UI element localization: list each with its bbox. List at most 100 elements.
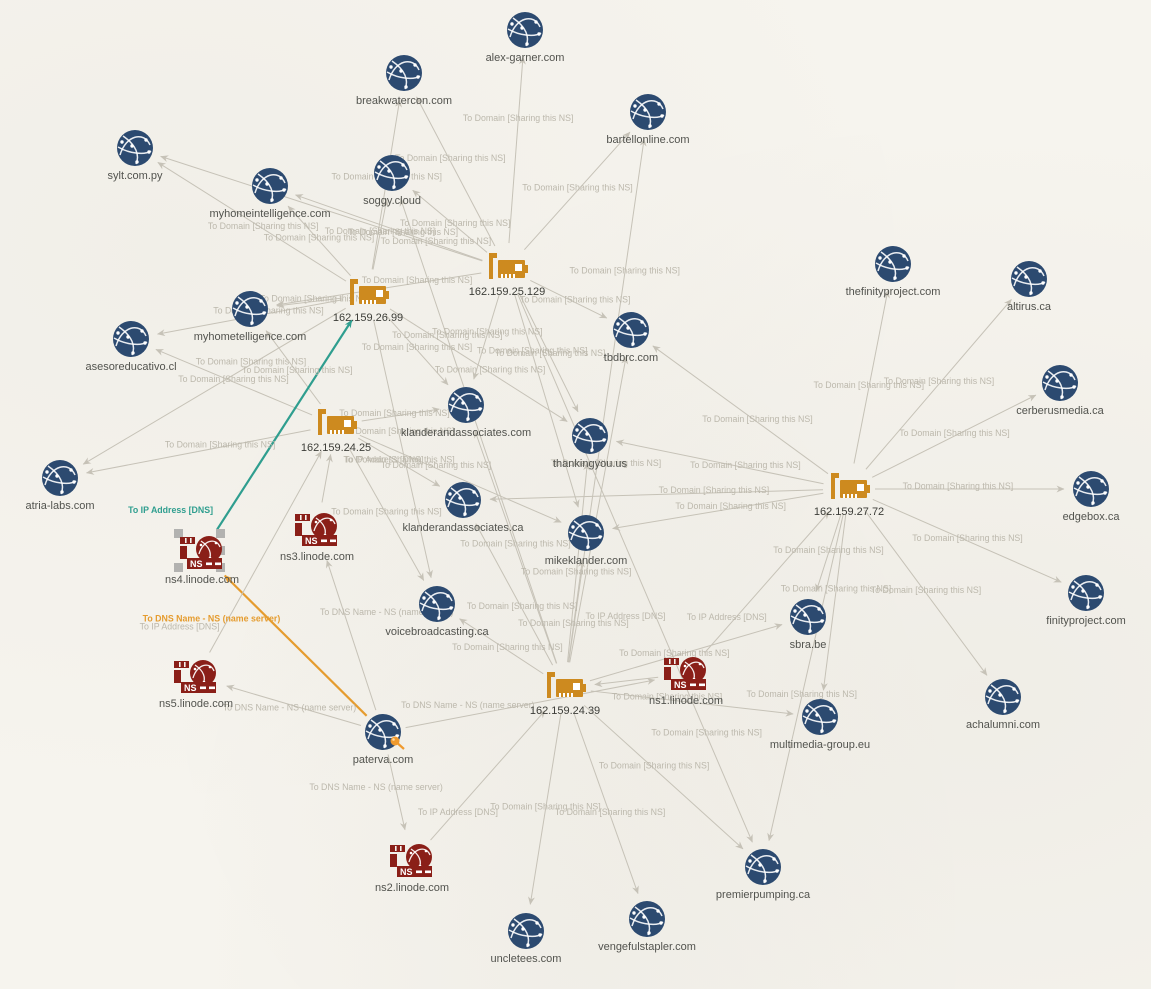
edge-162.159.25.129-to-premierpumping.ca[interactable] bbox=[516, 292, 753, 843]
node-klanderandassociates.ca[interactable]: klanderandassociates.ca bbox=[402, 482, 524, 534]
edge-162.159.24.39-to-tbdbrc.com[interactable] bbox=[569, 356, 629, 663]
node-breakwatercon.com[interactable]: breakwatercon.com bbox=[356, 55, 452, 107]
edge-162.159.24.39-to-voicebroadcasting.ca[interactable] bbox=[459, 618, 544, 675]
edge-162.159.25.129-to-soggy.cloud[interactable] bbox=[412, 189, 488, 253]
edge-162.159.26.99-to-thankingyou.us[interactable] bbox=[389, 308, 568, 422]
node-multimedia-group.eu[interactable]: multimedia-group.eu bbox=[770, 699, 870, 751]
node-premierpumping.ca[interactable]: premierpumping.ca bbox=[716, 849, 811, 901]
node-myhomeintelligence.com[interactable]: myhomeintelligence.com bbox=[209, 168, 331, 220]
node-ns1.linode.com[interactable]: NS ns1.linode.com bbox=[649, 657, 723, 707]
edge-ns1.linode.com-to-162.159.24.39[interactable] bbox=[594, 676, 659, 688]
edge-162.159.24.25-to-asesoreducativo.cl[interactable] bbox=[155, 348, 313, 416]
edge-162.159.26.99-to-klanderandassociates.com[interactable] bbox=[384, 314, 449, 386]
edge-162.159.25.129-to-breakwatercon.com[interactable] bbox=[416, 96, 496, 247]
edge-162.159.24.39-to-thankingyou.us[interactable] bbox=[567, 462, 591, 663]
edge-ns1.linode.com-to-162.159.27.72[interactable] bbox=[704, 511, 830, 654]
edge-162.159.26.99-to-atria-labs.com[interactable] bbox=[82, 307, 346, 465]
node-paterva.com[interactable]: paterva.com bbox=[353, 714, 414, 766]
edge-162.159.25.129-to-sylt.com.py[interactable] bbox=[160, 155, 483, 262]
edge-paterva.com-to-ns1.linode.com[interactable] bbox=[405, 677, 656, 729]
edge-162.159.24.39-to-klanderandassociates.ca[interactable] bbox=[475, 523, 554, 666]
edge-162.159.27.72-to-klanderandassociates.ca[interactable] bbox=[489, 489, 824, 503]
node-162.159.25.129[interactable]: 162.159.25.129 bbox=[469, 253, 545, 298]
edge-162.159.24.39-to-bartellonline.com[interactable] bbox=[568, 138, 647, 663]
node-cerberusmedia.ca[interactable]: cerberusmedia.ca bbox=[1016, 365, 1105, 417]
edge-ns2.linode.com-to-162.159.24.39[interactable] bbox=[430, 710, 546, 841]
edge-162.159.25.129-to-mikeklander.com[interactable] bbox=[513, 293, 580, 508]
node-alex-garner.com[interactable]: alex-garner.com bbox=[486, 12, 565, 64]
edge-162.159.26.99-to-sylt.com.py[interactable] bbox=[157, 161, 347, 282]
node-162.159.24.39[interactable]: 162.159.24.39 bbox=[530, 672, 600, 717]
edge-162.159.25.129-to-alex-garner.com[interactable] bbox=[508, 56, 526, 244]
edge-ns3.linode.com-to-162.159.24.25[interactable] bbox=[321, 454, 333, 503]
node-sylt.com.py[interactable]: sylt.com.py bbox=[107, 130, 163, 182]
edge-162.159.26.99-to-myhomeintelligence.com[interactable] bbox=[287, 205, 351, 276]
edge-162.159.24.39-to-soggy.cloud[interactable] bbox=[399, 198, 558, 664]
edge-paterva.com-to-ns2.linode.com[interactable] bbox=[387, 754, 407, 831]
node-atria-labs.com[interactable]: atria-labs.com bbox=[25, 460, 95, 512]
node-bartellonline.com[interactable]: bartellonline.com bbox=[606, 94, 690, 146]
edge-162.159.27.72-to-cerberusmedia.ca[interactable] bbox=[872, 394, 1037, 478]
node-thefinityproject.com[interactable]: thefinityproject.com bbox=[846, 246, 941, 298]
node-uncletees.com[interactable]: uncletees.com bbox=[491, 913, 562, 965]
edge-162.159.24.25-to-klanderandassociates.com[interactable] bbox=[361, 406, 440, 422]
edge-162.159.26.99-to-voicebroadcasting.ca[interactable] bbox=[373, 320, 433, 579]
edge-162.159.24.25-to-atria-labs.com[interactable] bbox=[86, 429, 311, 475]
node-klanderandassociates.com[interactable]: klanderandassociates.com bbox=[401, 387, 531, 439]
edge-162.159.24.39-to-multimedia-group.eu[interactable] bbox=[590, 690, 794, 717]
node-mikeklander.com[interactable]: mikeklander.com bbox=[545, 515, 628, 567]
node-162.159.26.99[interactable]: 162.159.26.99 bbox=[333, 279, 403, 324]
node-asesoreducativo.cl[interactable]: asesoreducativo.cl bbox=[85, 321, 177, 373]
edge-162.159.27.72-to-mikeklander.com[interactable] bbox=[612, 492, 824, 531]
edge-162.159.27.72-to-sbra.be[interactable] bbox=[815, 513, 842, 592]
edge-162.159.27.72-to-tbdbrc.com[interactable] bbox=[652, 345, 829, 475]
edge-162.159.24.39-to-vengefulstapler.com[interactable] bbox=[573, 712, 639, 895]
edge-162.159.25.129-to-bartellonline.com[interactable] bbox=[524, 131, 631, 250]
edge-162.159.27.72-to-thankingyou.us[interactable] bbox=[615, 439, 824, 485]
edge-162.159.24.39-to-sbra.be[interactable] bbox=[589, 623, 783, 682]
node-tbdbrc.com[interactable]: tbdbrc.com bbox=[604, 312, 658, 364]
edge-162.159.27.72-to-premierpumping.ca[interactable] bbox=[767, 514, 844, 842]
edge-162.159.24.25-to-voicebroadcasting.ca[interactable] bbox=[348, 447, 425, 581]
edge-162.159.24.25-to-myhometelligence.com[interactable] bbox=[265, 330, 321, 405]
node-162.159.27.72[interactable]: 162.159.27.72 bbox=[814, 473, 884, 518]
edge-162.159.27.72-to-finityproject.com[interactable] bbox=[872, 498, 1062, 583]
node-ns3.linode.com[interactable]: NS ns3.linode.com bbox=[280, 513, 354, 563]
node-ns2.linode.com[interactable]: NS ns2.linode.com bbox=[375, 844, 449, 894]
edge-162.159.25.129-to-thankingyou.us[interactable] bbox=[518, 292, 579, 413]
edge-162.159.25.129-to-tbdbrc.com[interactable] bbox=[530, 280, 608, 319]
edge-162.159.27.72-to-achalumni.com[interactable] bbox=[864, 509, 988, 676]
node-ns5.linode.com[interactable]: NS ns5.linode.com bbox=[159, 660, 233, 710]
edge-162.159.24.39-to-uncletees.com[interactable] bbox=[528, 713, 562, 905]
edge-ns4.linode.com-to-162.159.26.99[interactable] bbox=[216, 319, 353, 531]
node-162.159.24.25[interactable]: 162.159.24.25 bbox=[301, 409, 371, 454]
node-vengefulstapler.com[interactable]: vengefulstapler.com bbox=[598, 901, 696, 953]
edge-ns5.linode.com-to-162.159.24.25[interactable] bbox=[209, 450, 322, 653]
edge-label: To Domain [Sharing this NS] bbox=[208, 221, 319, 231]
edge-paterva.com-to-ns5.linode.com[interactable] bbox=[226, 684, 362, 726]
edge-162.159.24.39-to-klanderandassociates.com[interactable] bbox=[474, 430, 557, 664]
node-ns4.linode.com[interactable]: NS ns4.linode.com bbox=[165, 529, 239, 586]
node-altirus.ca[interactable]: altirus.ca bbox=[1007, 261, 1052, 313]
edge-paterva.com-to-ns4.linode.com[interactable] bbox=[223, 574, 368, 717]
edge-paterva.com-to-ns3.linode.com[interactable] bbox=[325, 559, 377, 711]
edge-162.159.24.25-to-klanderandassociates.ca[interactable] bbox=[358, 437, 441, 487]
edge-162.159.24.25-to-mikeklander.com[interactable] bbox=[359, 434, 562, 523]
edge-162.159.27.72-to-thefinityproject.com[interactable] bbox=[853, 290, 890, 464]
globe-icon bbox=[629, 901, 665, 937]
edge-162.159.27.72-to-altirus.ca[interactable] bbox=[865, 299, 1012, 470]
node-edgebox.ca[interactable]: edgebox.ca bbox=[1063, 471, 1121, 523]
edge-162.159.26.99-to-myhometelligence.com[interactable] bbox=[276, 297, 343, 309]
node-sbra.be[interactable]: sbra.be bbox=[790, 599, 827, 651]
node-voicebroadcasting.ca[interactable]: voicebroadcasting.ca bbox=[385, 586, 490, 638]
node-soggy.cloud[interactable]: soggy.cloud bbox=[363, 155, 421, 207]
node-finityproject.com[interactable]: finityproject.com bbox=[1046, 575, 1126, 627]
edge-162.159.26.99-to-soggy.cloud[interactable] bbox=[372, 199, 389, 270]
edge-162.159.25.129-to-myhomeintelligence.com[interactable] bbox=[295, 194, 483, 261]
node-myhometelligence.com[interactable]: myhometelligence.com bbox=[194, 291, 307, 343]
node-achalumni.com[interactable]: achalumni.com bbox=[966, 679, 1040, 731]
edge-162.159.24.39-to-premierpumping.ca[interactable] bbox=[583, 705, 744, 850]
edge-162.159.27.72-to-multimedia-group.eu[interactable] bbox=[820, 514, 847, 691]
node-thankingyou.us[interactable]: thankingyou.us bbox=[553, 418, 627, 470]
